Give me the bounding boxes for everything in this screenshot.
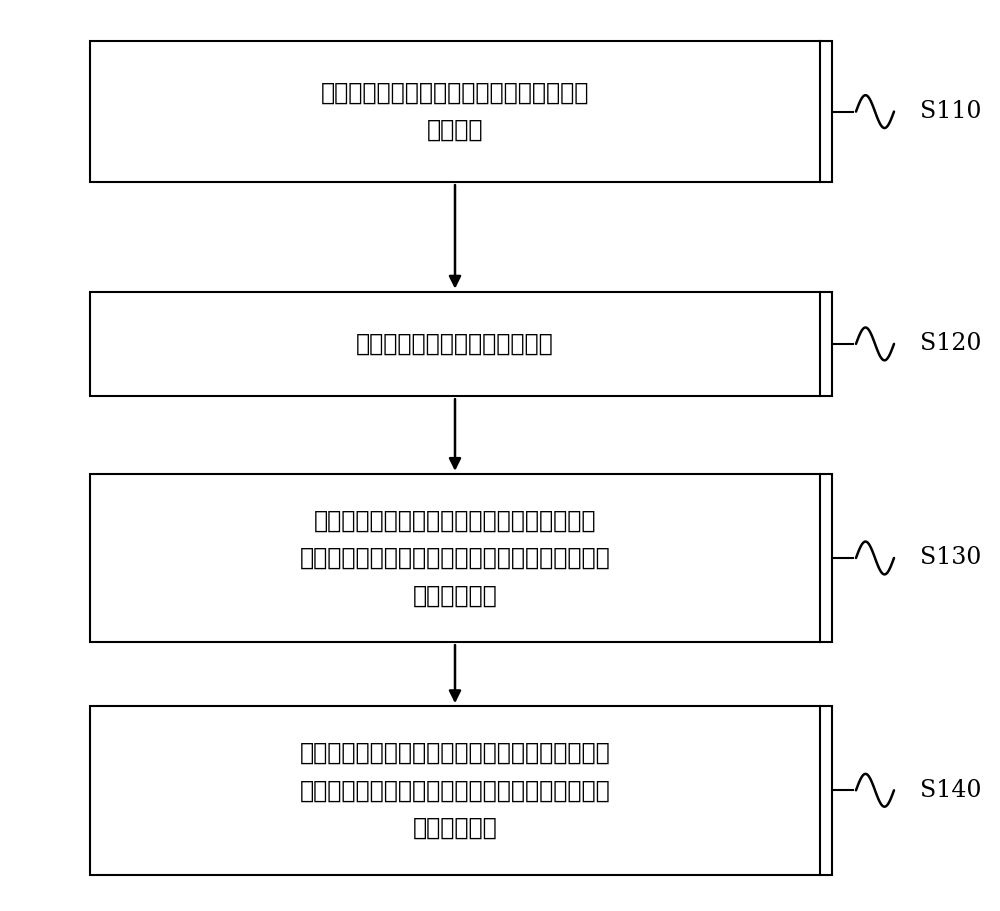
Bar — [90, 292, 820, 396]
Text: S120: S120 — [920, 333, 981, 355]
Text: S110: S110 — [920, 100, 981, 123]
Text: 读取零件跟踪单上的信息，获取目标零件的
基础信息: 读取零件跟踪单上的信息，获取目标零件的 基础信息 — [321, 81, 589, 142]
Text: S140: S140 — [920, 779, 981, 802]
Text: 获得所述目标零件的位姿点云图: 获得所述目标零件的位姿点云图 — [356, 332, 554, 356]
Text: S130: S130 — [920, 547, 981, 569]
Bar — [90, 706, 820, 875]
Bar — [90, 474, 820, 642]
Bar — [90, 41, 820, 182]
Text: 将所述位姿点云图与模板库中的候选模板进行
匹配，以规划喷码路径轨迹；其中，所述候选模板
是预先确定的: 将所述位姿点云图与模板库中的候选模板进行 匹配，以规划喷码路径轨迹；其中，所述候… — [300, 508, 610, 608]
Text: 根据所述喷码路径轨迹生成控制指令，以控制机器
人到达指定位置，并触发喷码信号的喷涂操作，以
完成喷码动作: 根据所述喷码路径轨迹生成控制指令，以控制机器 人到达指定位置，并触发喷码信号的喷… — [300, 741, 610, 840]
